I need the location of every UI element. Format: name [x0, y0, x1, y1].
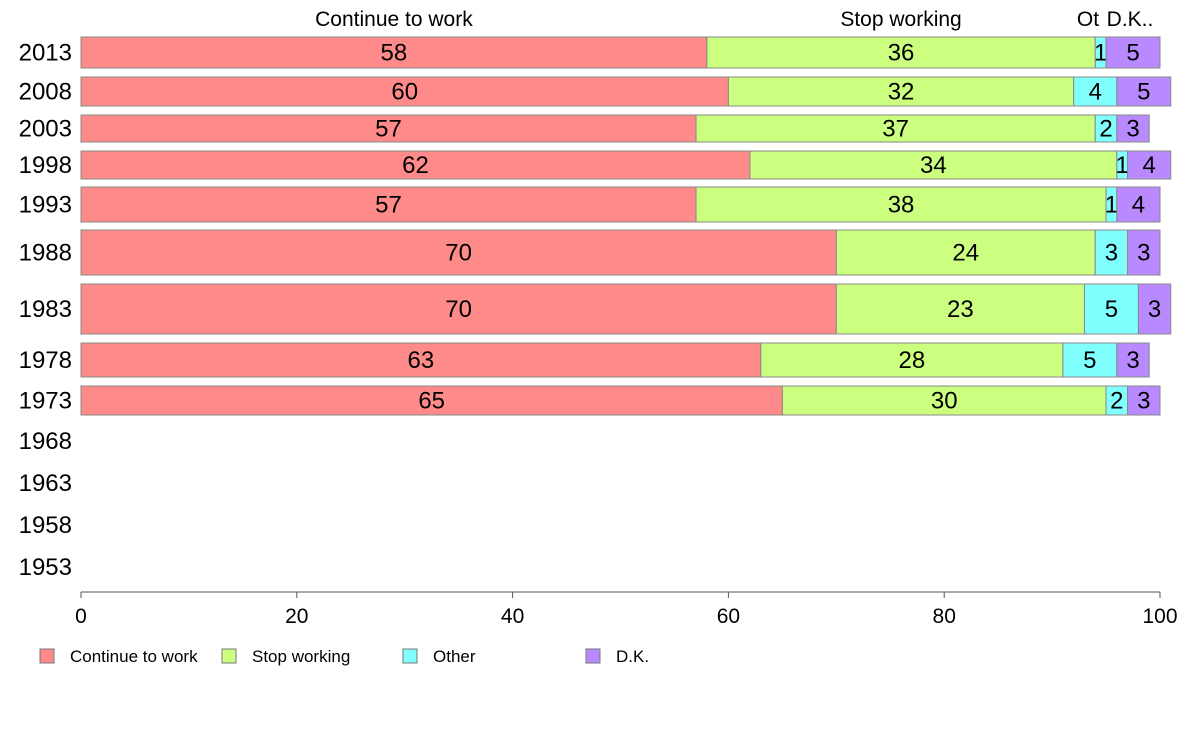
- y-tick-label-1978: 1978: [19, 347, 72, 374]
- top-label-3: D.K..: [1107, 8, 1154, 31]
- x-tick-label-60: 60: [717, 605, 740, 628]
- bar-1988-other: [1094, 229, 1129, 276]
- bar-1983-stop-working: [835, 283, 1085, 335]
- bar-2013-d-k-: [1105, 36, 1161, 69]
- bar-1978-d-k-: [1116, 342, 1150, 378]
- data-label-1978-0: 63: [408, 347, 435, 374]
- y-tick-label-1983: 1983: [19, 296, 72, 323]
- data-label-2008-3: 5: [1137, 79, 1150, 106]
- bar-1978-other: [1062, 342, 1118, 378]
- bar-1983-other: [1083, 283, 1139, 335]
- data-label-2008-1: 32: [888, 79, 915, 106]
- data-label-1993-0: 57: [375, 192, 402, 219]
- bar-1988-stop-working: [835, 229, 1096, 276]
- data-label-2003-2: 2: [1099, 116, 1112, 143]
- legend-label-3: D.K.: [616, 647, 649, 666]
- bar-2003-d-k-: [1116, 114, 1150, 143]
- bar-1983-continue-to-work: [80, 283, 837, 335]
- top-label-1: Stop working: [840, 8, 961, 31]
- x-tick-label-80: 80: [933, 605, 956, 628]
- data-label-2003-0: 57: [375, 116, 402, 143]
- y-tick-label-1973: 1973: [19, 388, 72, 415]
- bar-2008-d-k-: [1116, 76, 1172, 107]
- data-label-1993-3: 4: [1132, 192, 1145, 219]
- data-label-2003-1: 37: [882, 116, 909, 143]
- data-label-1978-3: 3: [1126, 347, 1139, 374]
- data-label-1978-2: 5: [1083, 347, 1096, 374]
- data-label-1973-0: 65: [418, 388, 445, 415]
- x-tick-label-40: 40: [501, 605, 524, 628]
- data-label-1978-1: 28: [898, 347, 925, 374]
- bar-1993-d-k-: [1116, 186, 1161, 223]
- data-label-2003-3: 3: [1126, 116, 1139, 143]
- data-label-1973-2: 2: [1110, 388, 1123, 415]
- bar-1988-continue-to-work: [80, 229, 837, 276]
- data-label-2013-1: 36: [888, 40, 915, 67]
- y-tick-label-1958: 1958: [19, 512, 72, 539]
- bar-2008-other: [1073, 76, 1118, 107]
- data-label-1983-0: 70: [445, 296, 472, 323]
- data-label-1988-3: 3: [1137, 240, 1150, 267]
- legend-label-0: Continue to work: [70, 647, 198, 666]
- bar-1988-d-k-: [1127, 229, 1161, 276]
- bar-2003-stop-working: [695, 114, 1096, 143]
- data-label-1988-0: 70: [445, 240, 472, 267]
- bar-1973-stop-working: [781, 385, 1107, 416]
- legend-swatch-0: [39, 648, 55, 664]
- legend-swatch-3: [585, 648, 601, 664]
- bar-1983-d-k-: [1137, 283, 1172, 335]
- data-label-1998-3: 4: [1143, 152, 1156, 179]
- x-tick-label-20: 20: [285, 605, 308, 628]
- data-label-1993-1: 38: [888, 192, 915, 219]
- y-tick-label-1968: 1968: [19, 428, 72, 455]
- data-label-1983-1: 23: [947, 296, 974, 323]
- data-label-1973-1: 30: [931, 388, 958, 415]
- x-tick-label-100: 100: [1142, 605, 1177, 628]
- y-tick-label-1998: 1998: [19, 152, 72, 179]
- bar-1998-continue-to-work: [80, 150, 751, 180]
- data-label-1998-0: 62: [402, 152, 429, 179]
- legend-label-2: Other: [433, 647, 476, 666]
- y-tick-label-2013: 2013: [19, 40, 72, 67]
- data-label-2008-2: 4: [1089, 79, 1102, 106]
- legend-label-1: Stop working: [252, 647, 350, 666]
- data-label-1983-3: 3: [1148, 296, 1161, 323]
- y-tick-label-2003: 2003: [19, 116, 72, 143]
- top-label-2: Ot: [1077, 8, 1099, 31]
- data-label-1993-2: 1: [1105, 192, 1118, 219]
- bar-1993-continue-to-work: [80, 186, 697, 223]
- bar-1973-continue-to-work: [80, 385, 783, 416]
- data-label-1988-2: 3: [1105, 240, 1118, 267]
- y-tick-label-1953: 1953: [19, 554, 72, 581]
- bar-1998-d-k-: [1127, 150, 1172, 180]
- data-label-1998-1: 34: [920, 152, 947, 179]
- x-tick-label-0: 0: [75, 605, 87, 628]
- legend-swatch-1: [221, 648, 237, 664]
- bar-1998-stop-working: [749, 150, 1118, 180]
- data-label-2013-2: 1: [1094, 40, 1107, 67]
- bar-2003-continue-to-work: [80, 114, 697, 143]
- y-tick-label-1963: 1963: [19, 470, 72, 497]
- bar-1978-stop-working: [760, 342, 1064, 378]
- data-label-2008-0: 60: [391, 79, 418, 106]
- top-label-0: Continue to work: [315, 8, 473, 31]
- data-label-2013-0: 58: [381, 40, 408, 67]
- legend-swatch-2: [402, 648, 418, 664]
- y-tick-label-2008: 2008: [19, 79, 72, 106]
- data-label-1988-1: 24: [952, 240, 979, 267]
- data-label-1983-2: 5: [1105, 296, 1118, 323]
- bar-2013-stop-working: [706, 36, 1096, 69]
- bar-1973-d-k-: [1127, 385, 1161, 416]
- bar-1993-stop-working: [695, 186, 1107, 223]
- bar-2013-continue-to-work: [80, 36, 708, 69]
- data-label-1998-2: 1: [1116, 152, 1129, 179]
- bar-1978-continue-to-work: [80, 342, 762, 378]
- data-label-2013-3: 5: [1126, 40, 1139, 67]
- y-tick-label-1988: 1988: [19, 240, 72, 267]
- y-tick-label-1993: 1993: [19, 192, 72, 219]
- data-label-1973-3: 3: [1137, 388, 1150, 415]
- bar-2008-stop-working: [727, 76, 1075, 107]
